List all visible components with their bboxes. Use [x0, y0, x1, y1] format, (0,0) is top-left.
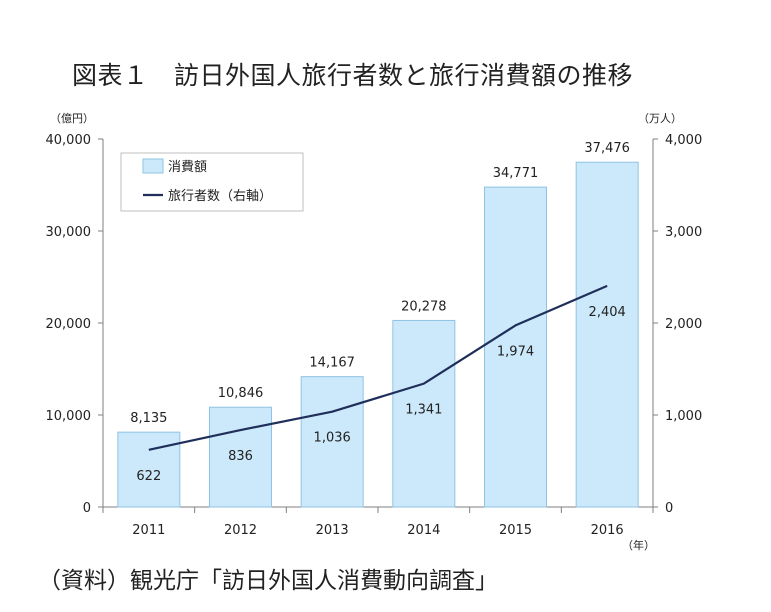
bar [484, 186, 547, 508]
legend-bar-label: 消費額 [168, 160, 207, 175]
x-tick-label: 2011 [132, 523, 165, 538]
traveler-line [148, 284, 608, 451]
line-value-label: 1,036 [314, 431, 351, 446]
left-tick-label: 30,000 [46, 225, 92, 240]
bar-value-label: 14,167 [309, 356, 355, 371]
left-tick-label: 0 [83, 501, 91, 516]
left-tick-label: 40,000 [46, 133, 92, 148]
bar-value-label: 20,278 [401, 299, 447, 314]
x-tick-label: 2014 [407, 523, 440, 538]
chart-title: 図表１ 訪日外国人旅行者数と旅行消費額の推移 [72, 61, 634, 90]
right-axis-unit: （万人） [638, 112, 682, 125]
right-tick-label: 1,000 [665, 409, 702, 424]
traveler-line-path [148, 284, 608, 451]
legend-line-label: 旅行者数（右軸） [168, 189, 272, 204]
bars [117, 161, 639, 508]
right-tick-label: 4,000 [665, 133, 702, 148]
bar [392, 319, 456, 508]
bar-value-label: 37,476 [584, 141, 630, 156]
bar [575, 161, 639, 508]
bar [300, 376, 364, 508]
x-tick-label: 2013 [316, 523, 349, 538]
x-tick-label: 2016 [591, 523, 624, 538]
data-labels: 8,135 10,846 14,167 20,278 34,771 37,476 622 83… [130, 141, 630, 484]
line-value-label: 836 [228, 449, 253, 464]
line-value-label: 1,974 [497, 344, 534, 359]
right-tick-label: 2,000 [665, 317, 702, 332]
line-value-label: 622 [136, 469, 161, 484]
left-axis-unit: （億円） [50, 112, 94, 125]
line-value-label: 1,341 [405, 403, 442, 418]
source-note: （資料）観光庁「訪日外国人消費動向調査」 [38, 568, 498, 594]
bar [209, 406, 272, 508]
axes: 0 10,000 20,000 30,000 40,000 0 1,000 2,000 3,00… [46, 112, 703, 552]
legend-bar-swatch [142, 158, 164, 174]
left-tick-label: 20,000 [46, 317, 92, 332]
right-tick-label: 0 [665, 501, 673, 516]
left-tick-label: 10,000 [46, 409, 92, 424]
right-tick-label: 3,000 [665, 225, 702, 240]
bar-value-label: 34,771 [493, 166, 539, 181]
line-value-label: 2,404 [589, 305, 626, 320]
bar-value-label: 10,846 [218, 386, 264, 401]
x-axis-unit: （年） [622, 538, 655, 552]
x-tick-label: 2015 [499, 523, 532, 538]
x-tick-label: 2012 [224, 523, 257, 538]
bar-value-label: 8,135 [130, 411, 167, 426]
